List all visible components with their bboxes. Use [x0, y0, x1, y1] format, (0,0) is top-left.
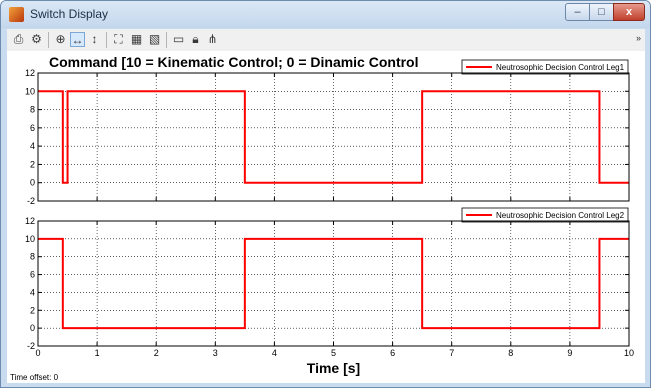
- save-axes-icon[interactable]: ▦: [130, 32, 143, 46]
- window-title: Switch Display: [30, 7, 109, 21]
- maximize-button[interactable]: □: [589, 3, 614, 21]
- printer-icon[interactable]: ⎙: [13, 32, 24, 46]
- legend-label: Neutrosophic Decision Control Leg1: [496, 63, 625, 72]
- gear-icon[interactable]: ⚙: [31, 32, 42, 46]
- y-tick-label: 0: [30, 323, 35, 333]
- series-line-2: [38, 237, 629, 330]
- toolbar-overflow-icon[interactable]: »: [635, 33, 641, 43]
- x-tick-label: 8: [508, 348, 513, 358]
- x-tick-label: 5: [331, 348, 336, 358]
- chart-title: Command [10 = Kinematic Control; 0 = Din…: [49, 54, 419, 70]
- zoom-y-icon[interactable]: ↕: [91, 32, 98, 46]
- y-tick-label: 4: [30, 141, 35, 151]
- axes-frame: [37, 220, 630, 347]
- x-tick-label: 6: [390, 348, 395, 358]
- x-tick-label: 2: [154, 348, 159, 358]
- x-tick-label: 3: [213, 348, 218, 358]
- x-tick-label: 7: [449, 348, 454, 358]
- axes-frame: [37, 72, 630, 202]
- legend-box: [461, 207, 629, 223]
- legend-label: Neutrosophic Decision Control Leg2: [496, 211, 625, 220]
- signal-selector-icon[interactable]: ⋔: [207, 32, 218, 46]
- y-tick-label: 12: [25, 68, 35, 78]
- matlab-icon: [9, 7, 24, 22]
- y-tick-label: 0: [30, 178, 35, 188]
- series-line-1: [38, 90, 629, 184]
- x-tick-label: 10: [624, 348, 634, 358]
- x-axis-label: Time [s]: [307, 360, 360, 376]
- plot-area: -2 0 2 4 6 8 10 12 Neutrosophic Decision Control…: [7, 51, 645, 383]
- toolbar-separator: [48, 32, 49, 48]
- y-tick-label: 2: [30, 305, 35, 315]
- restore-axes-icon[interactable]: ▧: [148, 32, 161, 46]
- y-tick-label: 6: [30, 123, 35, 133]
- minimize-button[interactable]: –: [565, 3, 590, 21]
- toolbar-separator: [106, 32, 107, 48]
- axes-background: [38, 221, 629, 346]
- toolbar-separator: [166, 32, 167, 48]
- zoom-icon[interactable]: ⊕: [55, 32, 66, 46]
- y-tick-label: -2: [27, 196, 35, 206]
- floating-scope-icon[interactable]: ▭: [172, 32, 185, 46]
- x-tick-label: 9: [567, 348, 572, 358]
- zoom-x-icon[interactable]: ↔: [70, 32, 85, 47]
- y-tick-label: 10: [25, 234, 35, 244]
- axes-1: -2 0 2 4 6 8 10 12 Neutrosophic Decision Control…: [25, 54, 630, 206]
- close-button[interactable]: x: [613, 3, 645, 21]
- y-tick-label: 12: [25, 216, 35, 226]
- time-offset: Time offset: 0: [10, 373, 58, 382]
- lock-icon[interactable]: 🔒︎: [192, 32, 199, 46]
- y-tick-label: 8: [30, 105, 35, 115]
- x-tick-label: 4: [272, 348, 277, 358]
- y-tick-label: 6: [30, 270, 35, 280]
- toolbar: ⎙ ⚙ ⊕ ↔ ↕ ⛶ ▦ ▧ ▭ 🔒︎ ⋔ »: [7, 29, 645, 52]
- legend-box: [461, 59, 629, 75]
- x-tick-label: 0: [35, 348, 40, 358]
- time-offset-label: Time offset:: [10, 373, 52, 382]
- y-tick-label: 4: [30, 287, 35, 297]
- autoscale-icon[interactable]: ⛶: [114, 32, 123, 46]
- y-tick-label: 10: [25, 86, 35, 96]
- x-tick-label: 1: [95, 348, 100, 358]
- y-tick-label: 2: [30, 159, 35, 169]
- y-tick-label: -2: [27, 341, 35, 351]
- time-offset-value: 0: [53, 373, 59, 382]
- title-bar[interactable]: Switch Display – □ x: [1, 1, 650, 28]
- y-tick-label: 8: [30, 252, 35, 262]
